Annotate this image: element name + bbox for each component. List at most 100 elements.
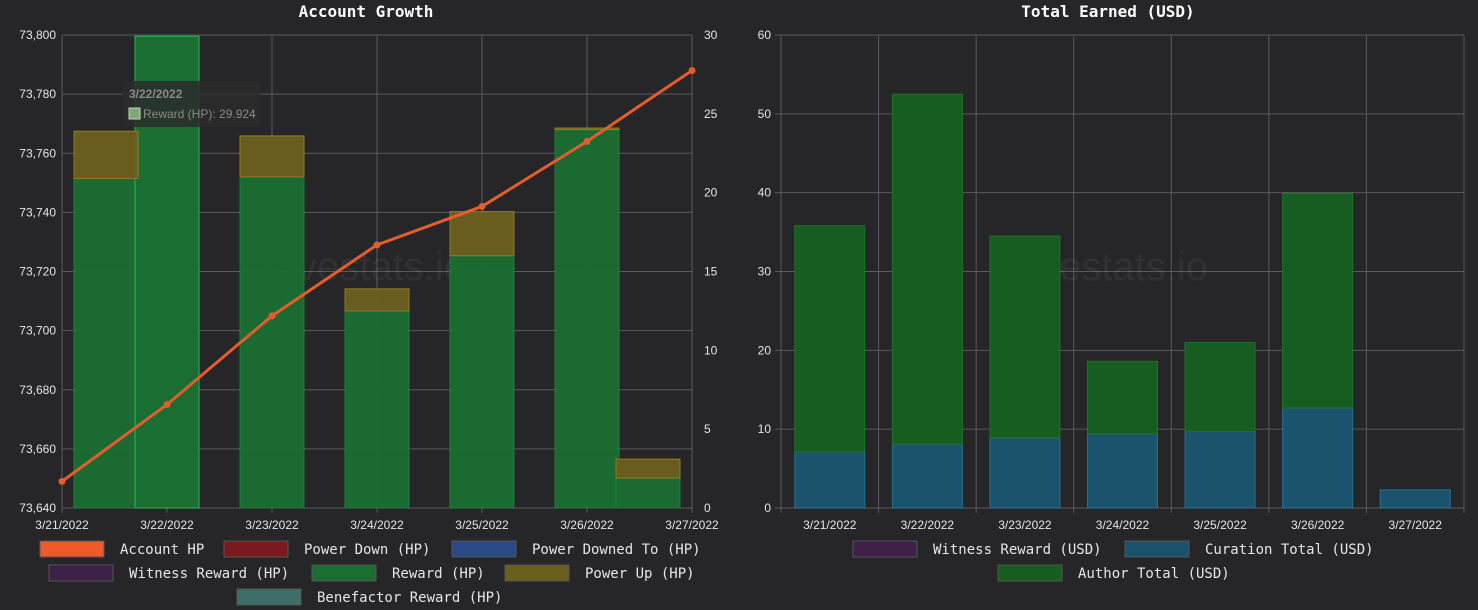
point-account-hp bbox=[268, 312, 276, 320]
point-account-hp bbox=[163, 401, 171, 409]
tooltip-box bbox=[122, 81, 260, 127]
legend-label: Reward (HP) bbox=[392, 566, 485, 582]
legend-swatch bbox=[39, 540, 105, 558]
x-tick-label: 3/25/2022 bbox=[1193, 518, 1247, 532]
y-tick-label: 0 bbox=[764, 501, 771, 515]
bar-power-up bbox=[449, 211, 515, 257]
x-tick-label: 3/25/2022 bbox=[455, 518, 509, 532]
bar-author bbox=[794, 225, 866, 453]
x-tick-label: 3/26/2022 bbox=[560, 518, 614, 532]
legend-swatch bbox=[997, 564, 1063, 582]
bar-curation bbox=[989, 437, 1061, 509]
y-tick-label: 40 bbox=[758, 186, 772, 200]
legend-label: Account HP bbox=[120, 542, 204, 558]
x-tick-label: 3/22/2022 bbox=[140, 518, 194, 532]
bar-curation bbox=[1087, 433, 1158, 509]
y-tick-label: 50 bbox=[758, 107, 772, 121]
bar-power-up bbox=[344, 288, 410, 312]
bar-reward bbox=[615, 477, 681, 509]
legend-swatch bbox=[311, 564, 377, 582]
legend-swatch bbox=[504, 564, 570, 582]
legend-swatch bbox=[223, 540, 289, 558]
chart-title: Account Growth bbox=[299, 2, 434, 21]
bar-reward bbox=[449, 255, 515, 509]
bar-curation bbox=[1184, 431, 1256, 509]
legend-swatch bbox=[236, 588, 302, 606]
x-tick-label: 3/27/2022 bbox=[1389, 518, 1443, 532]
bar-curation bbox=[1379, 489, 1451, 509]
legend-label: Witness Reward (USD) bbox=[933, 542, 1102, 558]
legend: Account HP Power Down (HP) Power Downed To… bbox=[39, 540, 701, 606]
legend-label: Power Down (HP) bbox=[304, 542, 430, 558]
bar-author bbox=[1282, 192, 1354, 409]
y-tick-label: 73,780 bbox=[19, 87, 56, 101]
bar-reward bbox=[554, 129, 620, 509]
y-tick-label: 10 bbox=[704, 343, 718, 357]
legend-label: Power Downed To (HP) bbox=[532, 542, 701, 558]
legend-swatch bbox=[48, 564, 114, 582]
bar-curation bbox=[1282, 407, 1354, 509]
legend: Witness Reward (USD) Curation Total (USD)… bbox=[852, 540, 1374, 582]
y-axis: 0 10 20 30 40 50 60 bbox=[758, 28, 772, 515]
bar-reward bbox=[344, 310, 410, 509]
y-tick-label: 15 bbox=[704, 265, 718, 279]
y-tick-label: 5 bbox=[704, 422, 711, 436]
bar-curation bbox=[891, 443, 963, 509]
legend-swatch bbox=[1124, 540, 1190, 558]
point-account-hp bbox=[58, 477, 66, 485]
x-tick-label: 3/21/2022 bbox=[803, 518, 857, 532]
x-tick-label: 3/26/2022 bbox=[1291, 518, 1345, 532]
y-tick-label: 0 bbox=[704, 501, 711, 515]
point-account-hp bbox=[583, 137, 591, 145]
y-tick-label: 73,680 bbox=[19, 383, 56, 397]
y-tick-label: 73,740 bbox=[19, 205, 56, 219]
account-growth-chart: Account Growth hivestats.io 73,64073,660… bbox=[19, 2, 719, 606]
y-tick-label: 73,800 bbox=[19, 28, 56, 42]
total-earned-chart: Total Earned (USD) hivestats.io 01020304… bbox=[758, 2, 1465, 582]
bar-curation bbox=[794, 451, 866, 509]
tooltip-swatch bbox=[128, 107, 141, 120]
x-tick-label: 3/21/2022 bbox=[35, 518, 89, 532]
point-account-hp bbox=[688, 66, 696, 74]
y-tick-label: 73,760 bbox=[19, 146, 56, 160]
legend-swatch bbox=[451, 540, 517, 558]
bar-author bbox=[1184, 341, 1256, 433]
legend-swatch bbox=[852, 540, 918, 558]
bar-power-up bbox=[554, 127, 620, 131]
y-axis-right: 0 5 10 15 20 25 30 bbox=[704, 28, 718, 515]
account-hp-line bbox=[58, 66, 696, 485]
y-tick-label: 73,660 bbox=[19, 442, 56, 456]
bar-power-up bbox=[73, 130, 139, 179]
bar-author bbox=[891, 93, 963, 445]
bar-power-up bbox=[239, 135, 305, 178]
y-tick-label: 20 bbox=[758, 343, 772, 357]
bar-power-up bbox=[615, 458, 681, 479]
bar-author bbox=[989, 235, 1061, 439]
chart-title: Total Earned (USD) bbox=[1021, 2, 1194, 21]
legend-label: Witness Reward (HP) bbox=[129, 566, 289, 582]
y-tick-label: 10 bbox=[758, 422, 772, 436]
y-tick-label: 60 bbox=[758, 28, 772, 42]
bars bbox=[73, 35, 681, 509]
x-axis: 3/21/2022 3/22/2022 3/23/2022 3/24/2022 3/25… bbox=[35, 518, 719, 532]
legend-label: Curation Total (USD) bbox=[1205, 542, 1374, 558]
y-tick-label: 25 bbox=[704, 107, 718, 121]
legend-label: Power Up (HP) bbox=[585, 566, 695, 582]
y-axis-left: 73,640 73,660 73,680 73,700 73,720 73,740 73,7… bbox=[19, 28, 56, 515]
point-account-hp bbox=[373, 241, 381, 249]
tooltip-text: Reward (HP): 29.924 bbox=[143, 107, 256, 121]
x-tick-label: 3/24/2022 bbox=[350, 518, 404, 532]
bars bbox=[794, 93, 1451, 509]
x-tick-label: 3/22/2022 bbox=[901, 518, 955, 532]
y-tick-label: 20 bbox=[704, 186, 718, 200]
bar-reward bbox=[239, 176, 305, 509]
x-tick-label: 3/23/2022 bbox=[998, 518, 1052, 532]
tooltip: 3/22/2022 Reward (HP): 29.924 bbox=[122, 81, 260, 127]
x-axis: 3/21/2022 3/22/2022 3/23/2022 3/24/2022 3/25… bbox=[803, 518, 1442, 532]
x-tick-label: 3/27/2022 bbox=[665, 518, 719, 532]
point-account-hp bbox=[478, 202, 486, 210]
bar-reward bbox=[73, 177, 139, 509]
x-tick-label: 3/23/2022 bbox=[245, 518, 299, 532]
x-tick-label: 3/24/2022 bbox=[1096, 518, 1150, 532]
